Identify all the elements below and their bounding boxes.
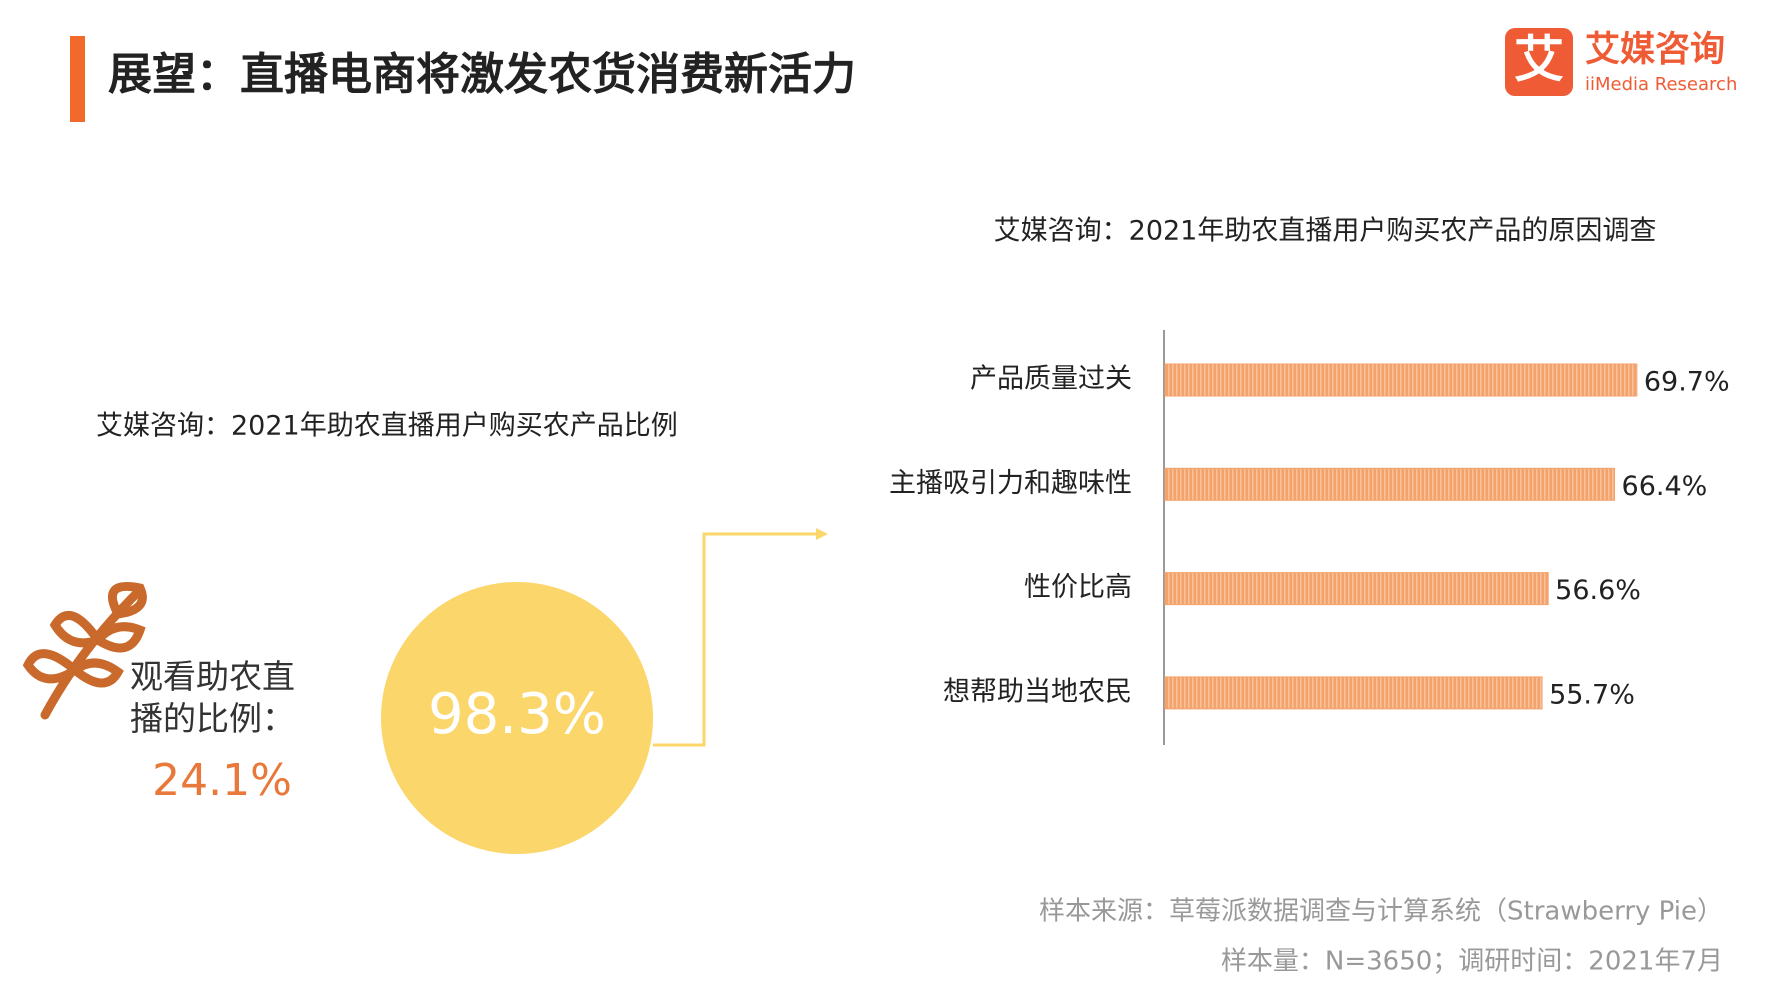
y-tick-label: 性价比高: [1024, 572, 1132, 603]
circle: [381, 582, 653, 854]
connector: [653, 532, 818, 747]
value-label: 66.4%: [1622, 471, 1708, 502]
value-label: 55.7%: [1549, 679, 1635, 710]
arrow-head: [816, 528, 828, 540]
logo-sub: iiMedia Research: [1585, 74, 1737, 95]
wheat-icon: [22, 582, 147, 720]
sample: 样本量：N=3650；调研时间：2021年7月: [1221, 947, 1723, 977]
y-tick-label: 主播吸引力和趣味性: [889, 468, 1132, 499]
y-tick-label: 想帮助当地农民: [943, 676, 1132, 707]
value-label: 56.6%: [1555, 575, 1641, 606]
watch-share: 24.1%: [152, 755, 292, 806]
bar: [1164, 572, 1549, 606]
logo-icon: [1505, 28, 1573, 96]
logo-name: 艾媒咨询: [1585, 30, 1725, 70]
bar: [1164, 363, 1638, 397]
value-label: 69.7%: [1644, 367, 1730, 398]
left-title: 艾媒咨询：2021年助农直播用户购买农产品比例: [96, 411, 678, 442]
source: 样本来源：草莓派数据调查与计算系统（Strawberry Pie）: [1039, 897, 1723, 927]
watch-label: 观看助农直播的比例：: [130, 657, 295, 738]
y-tick-label: 产品质量过关: [970, 364, 1132, 395]
bar: [1164, 467, 1616, 501]
logo-mark: 艾: [1514, 31, 1564, 89]
page-title: 展望：直播电商将激发农货消费新活力: [108, 49, 856, 100]
buy-share: 98.3%: [428, 682, 606, 747]
chart-title: 艾媒咨询：2021年助农直播用户购买农产品的原因调查: [994, 216, 1657, 247]
title-accent: [70, 36, 85, 122]
bar: [1164, 676, 1543, 710]
